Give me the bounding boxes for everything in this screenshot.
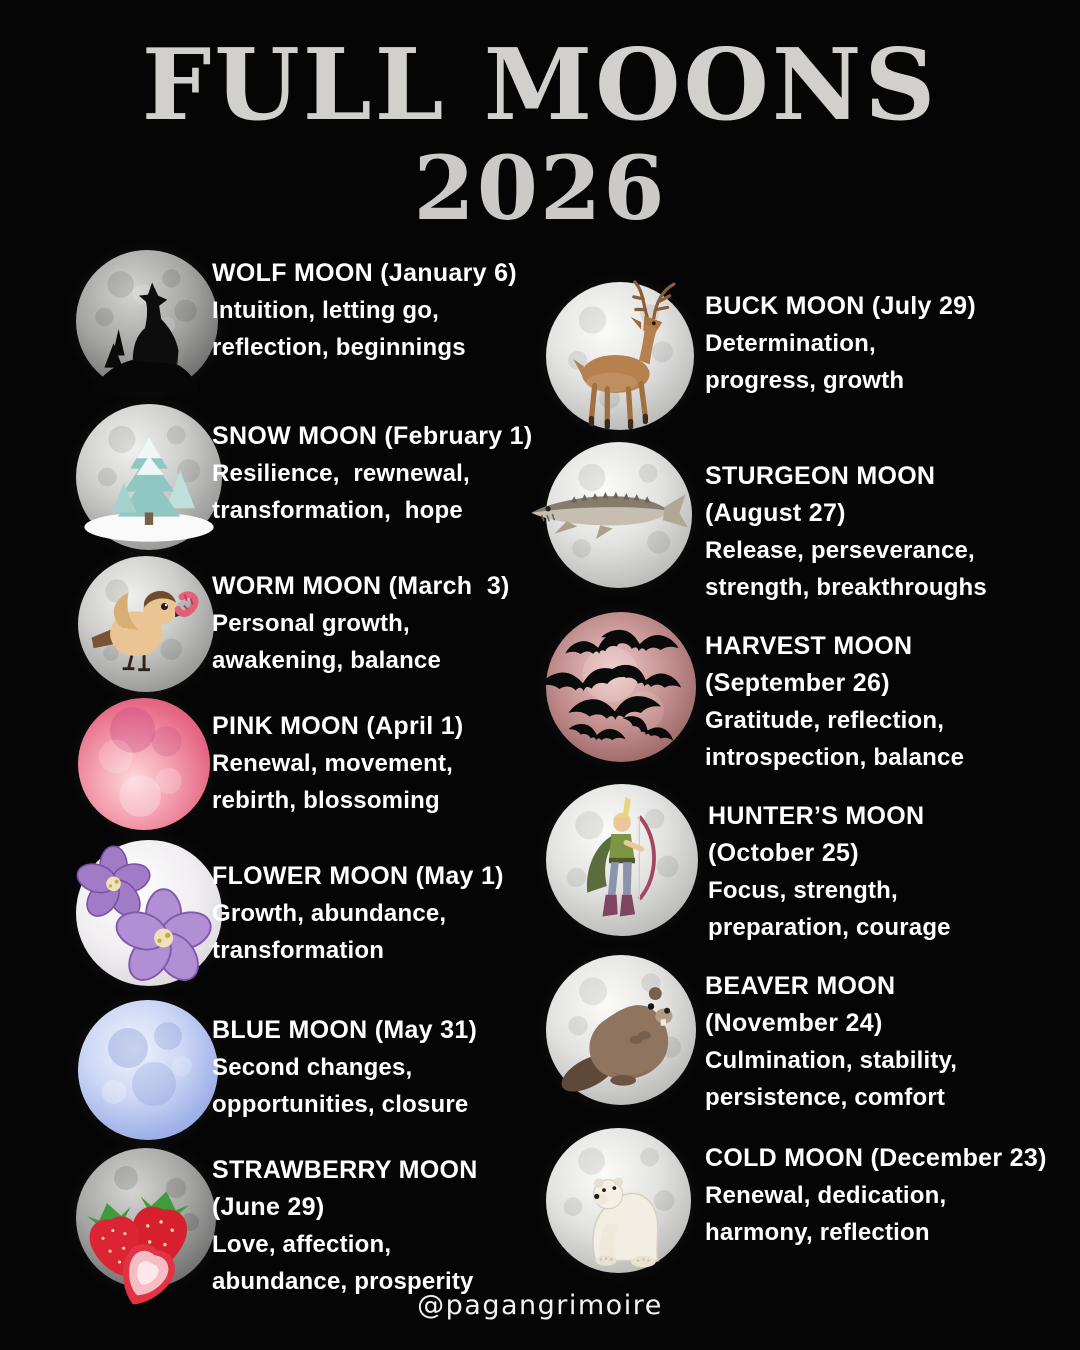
worm-moon-icon — [78, 556, 214, 692]
moon-entry-flower: FLOWER MOON (May 1) Growth, abundance, t… — [212, 858, 547, 969]
cold-moon-icon — [546, 1128, 691, 1273]
moon-entry-pink: PINK MOON (April 1) Renewal, movement, r… — [212, 708, 547, 819]
hunter-moon-title: HUNTER’S MOON (October 25) — [708, 802, 925, 867]
moon-entry-strawberry: STRAWBERRY MOON (June 29) Love, affectio… — [212, 1152, 547, 1300]
worm-moon-keywords: Personal growth, awakening, balance — [212, 610, 442, 674]
flower-moon-keywords: Growth, abundance, transformation — [212, 900, 447, 964]
beaver-moon-title: BEAVER MOON (November 24) — [705, 972, 896, 1037]
cold-moon-title: COLD MOON (December 23) — [705, 1144, 1047, 1172]
strawberry-moon-keywords: Love, affection, abundance, prosperity — [212, 1231, 474, 1295]
harvest-moon-keywords: Gratitude, reflection, introspection, ba… — [705, 707, 965, 771]
sturgeon-moon-keywords: Release, perseverance, strength, breakth… — [705, 537, 987, 601]
moon-entry-harvest: HARVEST MOON (September 26) Gratitude, r… — [705, 628, 1055, 776]
moon-entry-blue: BLUE MOON (May 31) Second changes, oppor… — [212, 1012, 547, 1123]
beaver-moon-icon — [546, 955, 696, 1105]
blue-moon-icon — [78, 1000, 218, 1140]
harvest-moon-title: HARVEST MOON (September 26) — [705, 632, 913, 697]
hunter-moon-keywords: Focus, strength, preparation, courage — [708, 877, 951, 941]
pink-moon-title: PINK MOON (April 1) — [212, 712, 464, 740]
blue-moon-keywords: Second changes, opportunities, closure — [212, 1054, 469, 1118]
snow-moon-title: SNOW MOON (February 1) — [212, 422, 533, 450]
moon-entry-beaver: BEAVER MOON (November 24) Culmination, s… — [705, 968, 1055, 1116]
pink-moon-icon — [78, 698, 210, 830]
strawberry-moon-title: STRAWBERRY MOON (June 29) — [212, 1156, 478, 1221]
harvest-moon-icon — [538, 612, 696, 762]
moon-entry-wolf: WOLF MOON (January 6) Intuition, letting… — [212, 255, 547, 366]
worm-moon-title: WORM MOON (March 3) — [212, 572, 510, 600]
moon-entry-buck: BUCK MOON (July 29) Determination, progr… — [705, 288, 1055, 399]
moon-entry-hunter: HUNTER’S MOON (October 25) Focus, streng… — [708, 798, 1058, 946]
snow-moon-keywords: Resilience, rewnewal, transformation, ho… — [212, 460, 470, 524]
hunter-moon-icon — [546, 784, 698, 936]
moon-entry-worm: WORM MOON (March 3) Personal growth, awa… — [212, 568, 547, 679]
cold-moon-keywords: Renewal, dedication, harmony, reflection — [705, 1182, 947, 1246]
moon-entry-snow: SNOW MOON (February 1) Resilience, rewne… — [212, 418, 547, 529]
buck-moon-icon — [546, 280, 694, 430]
buck-moon-title: BUCK MOON (July 29) — [705, 292, 977, 320]
wolf-moon-keywords: Intuition, letting go, reflection, begin… — [212, 297, 466, 361]
pink-moon-keywords: Renewal, movement, rebirth, blossoming — [212, 750, 454, 814]
beaver-moon-keywords: Culmination, stability, persistence, com… — [705, 1047, 958, 1111]
page-title-year: 2026 — [413, 136, 667, 240]
moon-entry-sturgeon: STURGEON MOON (August 27) Release, perse… — [705, 458, 1055, 606]
wolf-moon-icon — [76, 250, 218, 392]
snow-moon-icon — [76, 404, 222, 550]
flower-moon-title: FLOWER MOON (May 1) — [212, 862, 504, 890]
page-title: FULL MOONS — [141, 28, 939, 143]
buck-moon-keywords: Determination, progress, growth — [705, 330, 905, 394]
flower-moon-icon — [76, 840, 222, 986]
moon-entry-cold: COLD MOON (December 23) Renewal, dedicat… — [705, 1140, 1055, 1251]
social-handle: @pagangrimoire — [417, 1290, 663, 1321]
sturgeon-moon-title: STURGEON MOON (August 27) — [705, 462, 936, 527]
wolf-moon-title: WOLF MOON (January 6) — [212, 259, 517, 287]
blue-moon-title: BLUE MOON (May 31) — [212, 1016, 478, 1044]
sturgeon-moon-icon — [531, 442, 692, 588]
strawberry-moon-icon — [76, 1148, 216, 1305]
